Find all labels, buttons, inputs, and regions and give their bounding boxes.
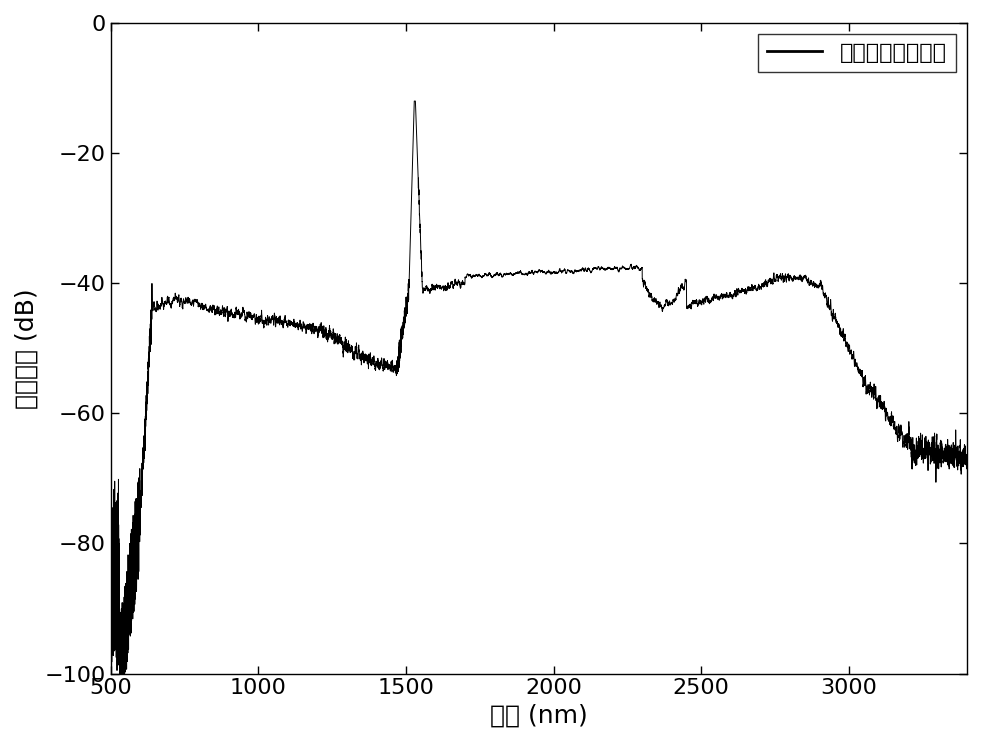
Y-axis label: 相对强度 (dB): 相对强度 (dB)	[15, 288, 39, 409]
X-axis label: 波长 (nm): 波长 (nm)	[490, 704, 587, 728]
Legend: 超连续谱激光光谱: 超连续谱激光光谱	[758, 34, 955, 72]
